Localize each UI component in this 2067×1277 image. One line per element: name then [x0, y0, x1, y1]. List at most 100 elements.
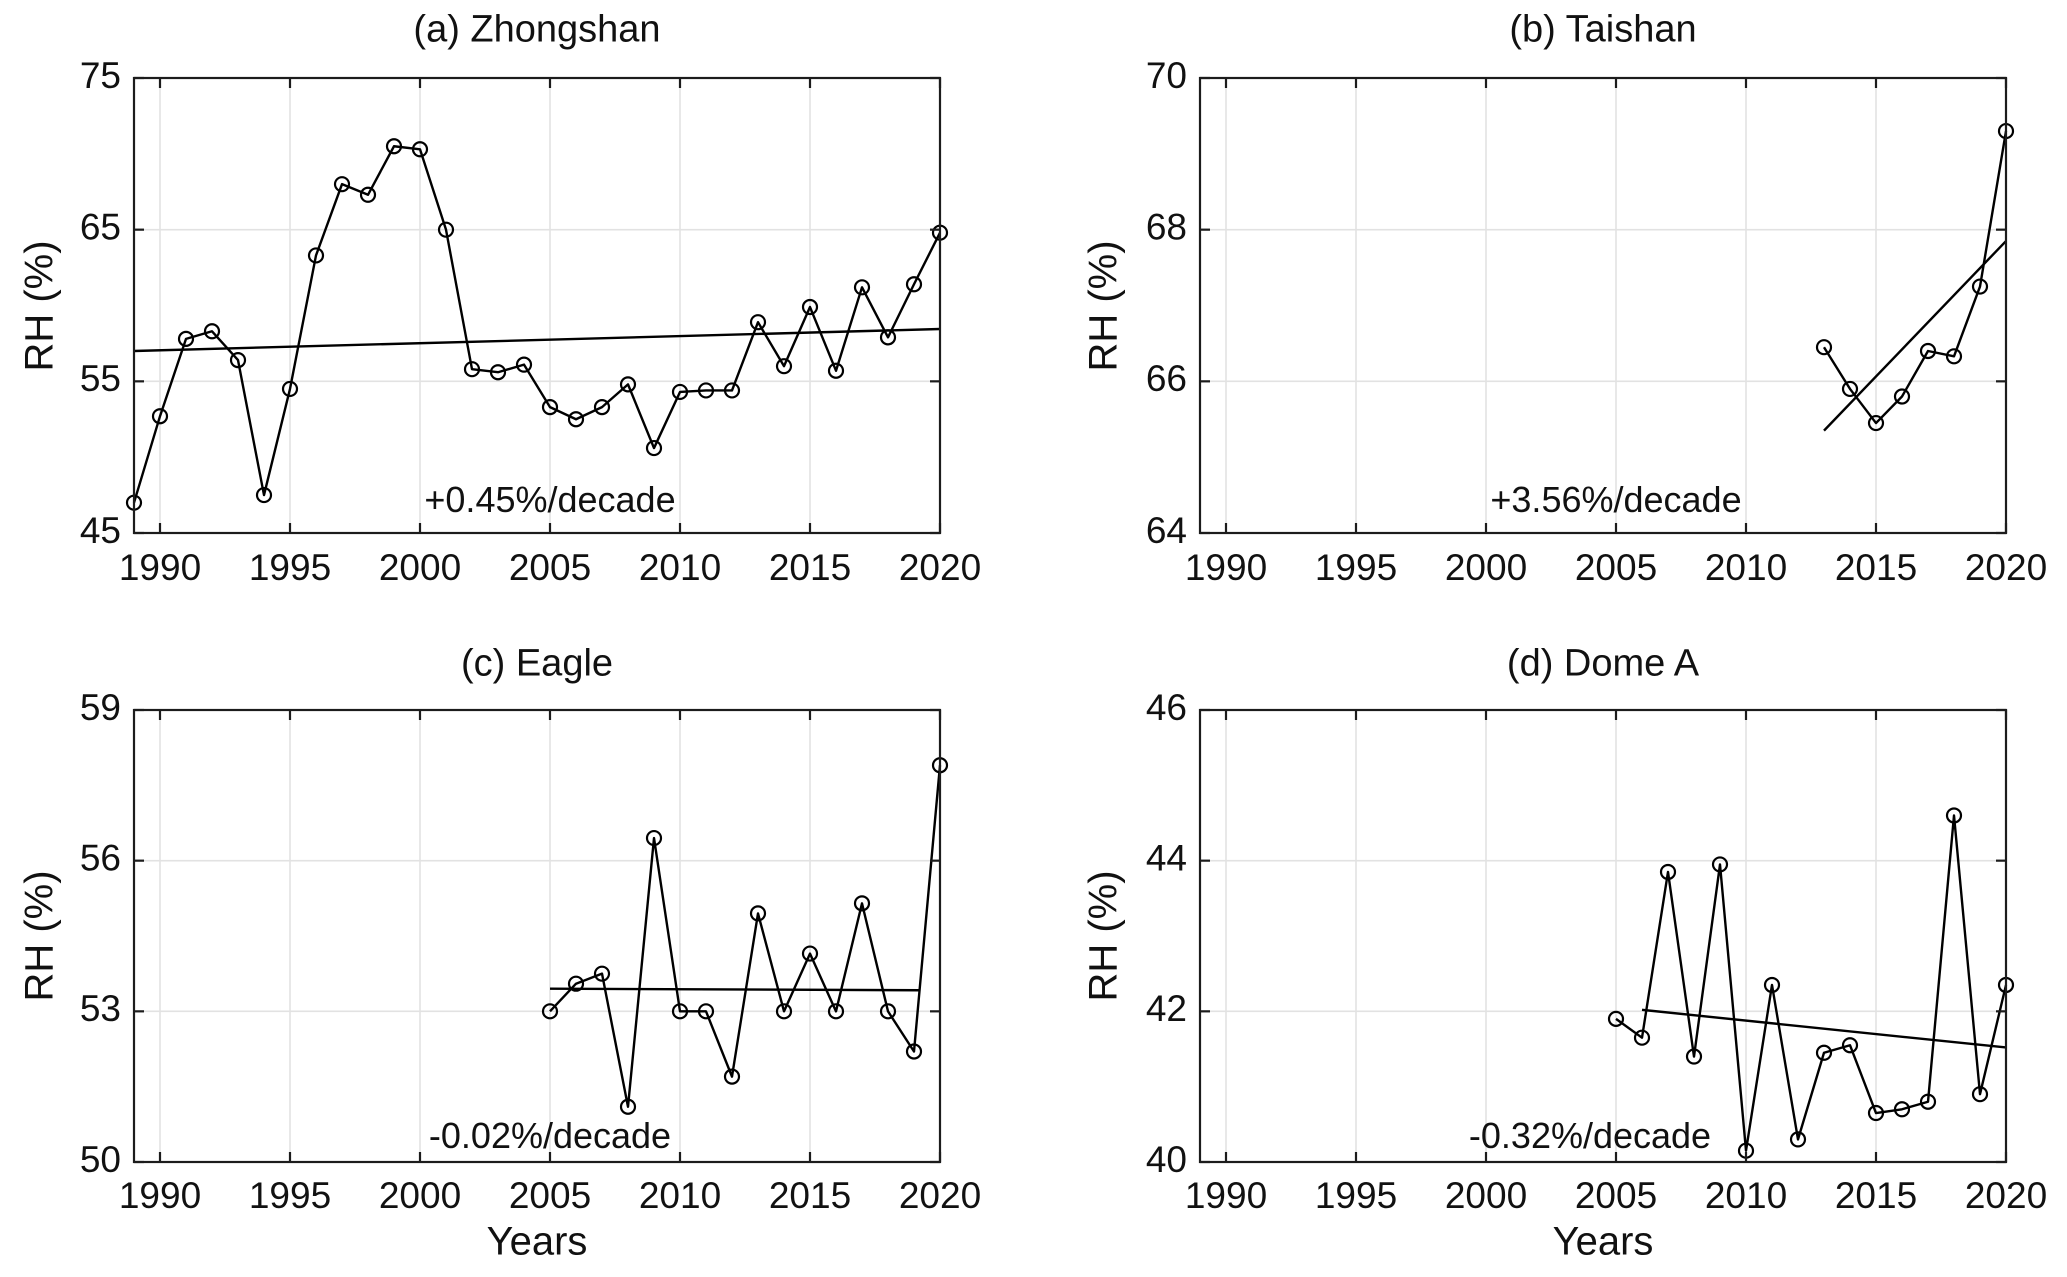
y-axis-label: RH (%): [17, 239, 62, 372]
y-tick-label: 65: [80, 206, 121, 247]
data-point-marker: [619, 1098, 637, 1115]
data-point-marker: [697, 382, 715, 399]
y-tick-label: 50: [80, 1139, 121, 1180]
x-tick-label: 1995: [249, 1175, 331, 1216]
data-point-marker: [697, 1003, 715, 1020]
axes-frame: [1198, 76, 2008, 535]
data-point-marker: [437, 221, 455, 238]
data-point-marker: [281, 380, 299, 398]
data-point-marker: [671, 1003, 689, 1020]
data-point-marker: [1815, 339, 1833, 356]
data-point-marker: [1841, 1037, 1859, 1054]
data-point-marker: [567, 975, 585, 992]
y-tick-label: 68: [1146, 206, 1187, 247]
x-tick-label: 2015: [1835, 547, 1917, 588]
data-point-marker: [1711, 856, 1729, 873]
y-tick-label: 59: [80, 687, 121, 728]
y-axis-label: RH (%): [17, 870, 62, 1002]
y-tick-label: 42: [1146, 988, 1187, 1029]
data-point-marker: [645, 439, 663, 457]
data-point-marker: [541, 399, 559, 416]
data-point-marker: [801, 298, 819, 316]
x-tick-label: 2005: [509, 547, 591, 588]
y-tick-label: 45: [80, 510, 121, 551]
x-tick-label: 2015: [769, 1175, 851, 1216]
data-point-marker: [359, 186, 377, 203]
data-point-marker: [775, 358, 793, 375]
y-tick-label: 70: [1146, 55, 1187, 96]
data-point-marker: [775, 1003, 793, 1020]
x-tick-label: 2010: [639, 1175, 721, 1216]
data-point-marker: [1893, 388, 1911, 405]
data-point-marker: [593, 399, 611, 416]
x-tick-label: 2020: [899, 1175, 981, 1216]
y-tick-label: 75: [80, 55, 121, 96]
y-axis-label: RH (%): [1081, 239, 1126, 372]
x-tick-label: 2015: [769, 547, 851, 588]
x-tick-label: 2005: [509, 1175, 591, 1216]
panel-title-eagle: (c) Eagle: [460, 642, 614, 685]
x-tick-label: 1990: [119, 1175, 201, 1216]
x-tick-label: 1995: [249, 547, 331, 588]
data-point-marker: [567, 411, 585, 428]
x-tick-label: 2020: [899, 547, 981, 588]
x-tick-label: 2005: [1575, 1175, 1657, 1216]
rh-series-line: [1822, 130, 2008, 425]
y-tick-label: 55: [80, 358, 121, 399]
data-point-marker: [1763, 976, 1781, 994]
trend-line: [1823, 240, 2007, 432]
x-tick-label: 2000: [379, 547, 461, 588]
data-point-marker: [1867, 1104, 1885, 1122]
data-point-marker: [801, 945, 819, 962]
x-tick-label: 2015: [1835, 1175, 1917, 1216]
data-point-marker: [905, 1043, 923, 1060]
data-point-marker: [853, 895, 871, 912]
data-point-marker: [385, 138, 403, 155]
rh-series-line: [1615, 814, 2008, 1152]
y-tick-label: 56: [80, 837, 121, 878]
data-point-marker: [541, 1003, 559, 1020]
data-point-marker: [177, 330, 195, 347]
data-point-marker: [515, 356, 533, 373]
data-point-marker: [1971, 278, 1989, 295]
y-tick-label: 64: [1146, 510, 1187, 551]
y-tick-label: 44: [1146, 837, 1187, 878]
data-point-marker: [1659, 863, 1677, 881]
data-point-marker: [1815, 1044, 1833, 1061]
rh-series-line: [132, 145, 942, 504]
trend-line: [133, 327, 941, 353]
data-point-marker: [255, 486, 273, 504]
data-point-marker: [749, 314, 767, 331]
y-axis-label: RH (%): [1081, 870, 1126, 1002]
y-tick-label: 66: [1146, 358, 1187, 399]
x-tick-label: 2000: [1445, 1175, 1527, 1216]
x-tick-label: 2010: [639, 547, 721, 588]
axes-frame: [1198, 708, 2008, 1164]
x-tick-label: 2010: [1705, 547, 1787, 588]
data-point-marker: [827, 1003, 845, 1020]
x-tick-label: 2000: [379, 1175, 461, 1216]
axes-frame: [132, 76, 942, 535]
x-tick-label: 2005: [1575, 547, 1657, 588]
data-point-marker: [1607, 1010, 1625, 1027]
trend-annotation: +0.45%/decade: [424, 479, 676, 520]
data-point-marker: [489, 364, 507, 381]
data-point-marker: [1841, 380, 1859, 398]
rh-series-line: [549, 765, 942, 1108]
data-point-marker: [879, 329, 897, 346]
data-point-marker: [411, 141, 429, 158]
y-tick-label: 46: [1146, 687, 1187, 728]
data-point-marker: [1685, 1048, 1703, 1065]
data-point-marker: [723, 1068, 741, 1085]
data-point-marker: [1919, 1093, 1937, 1110]
x-axis-label: Years: [1552, 1219, 1654, 1264]
data-point-marker: [879, 1003, 897, 1020]
x-tick-label: 2020: [1965, 1175, 2047, 1216]
x-tick-label: 1990: [119, 547, 201, 588]
x-tick-label: 1990: [1185, 1175, 1267, 1216]
axes-frame: [132, 708, 942, 1164]
x-tick-label: 1990: [1185, 547, 1267, 588]
data-point-marker: [1633, 1029, 1651, 1046]
data-point-marker: [307, 247, 325, 264]
trend-line: [549, 987, 920, 992]
